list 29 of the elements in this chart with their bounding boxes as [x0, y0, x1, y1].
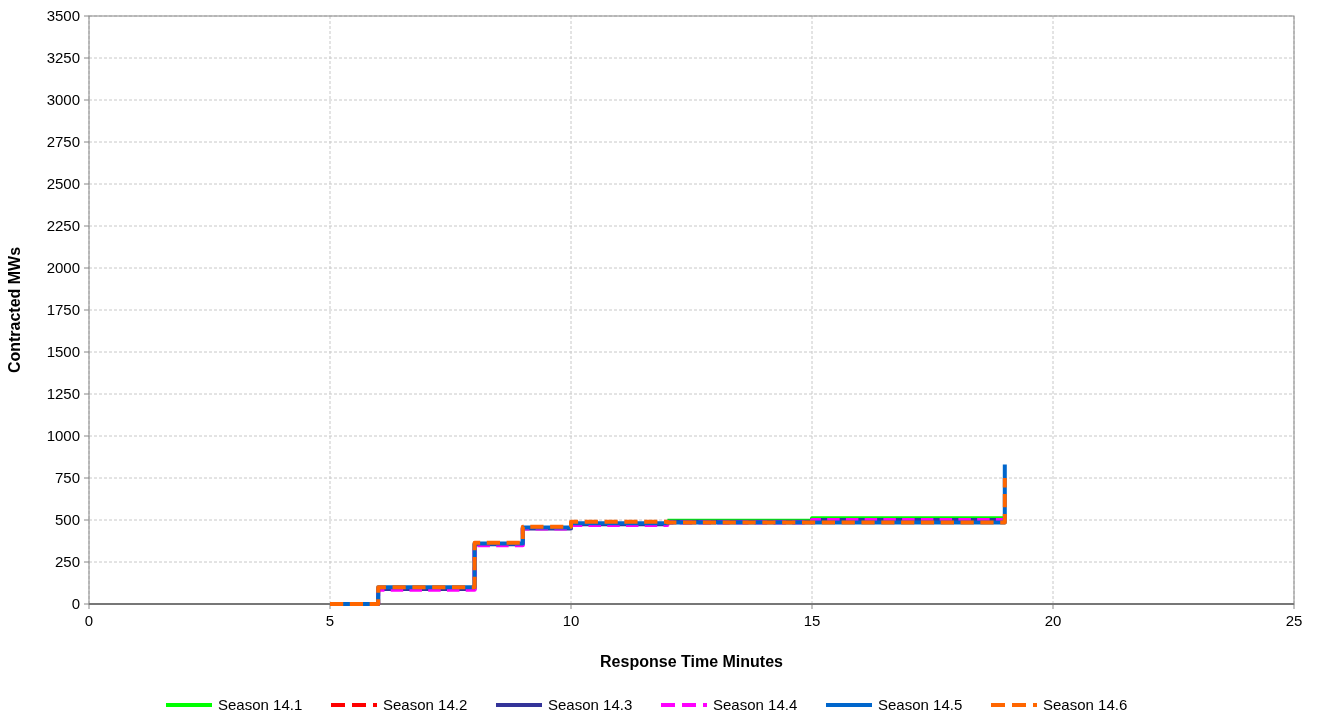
y-tick-label: 1500 — [46, 343, 80, 360]
y-tick-label: 1750 — [46, 301, 80, 318]
y-tick-label: 2750 — [46, 133, 80, 150]
y-tick-label: 1000 — [46, 427, 80, 444]
legend-label: Season 14.5 — [878, 696, 963, 713]
legend-label: Season 14.3 — [548, 696, 633, 713]
x-tick-label: 10 — [562, 612, 580, 629]
y-tick-label: 500 — [54, 511, 80, 528]
y-tick-label: 3000 — [46, 91, 80, 108]
y-axis-title: Contracted MWs — [6, 246, 23, 374]
x-tick-label: 5 — [325, 612, 335, 629]
y-tick-label: 250 — [54, 553, 80, 570]
legend-label: Season 14.4 — [713, 696, 798, 713]
y-tick-label: 750 — [54, 469, 80, 486]
x-tick-label: 25 — [1285, 612, 1303, 629]
y-tick-label: 2500 — [46, 175, 80, 192]
y-tick-label: 2250 — [46, 217, 80, 234]
legend-label: Season 14.1 — [218, 696, 303, 713]
y-tick-label: 1250 — [46, 385, 80, 402]
y-tick-label: 0 — [71, 595, 80, 612]
y-tick-label: 3250 — [46, 49, 80, 66]
legend-label: Season 14.6 — [1043, 696, 1128, 713]
x-tick-label: 20 — [1044, 612, 1062, 629]
x-tick-label: 15 — [803, 612, 821, 629]
y-tick-label: 3500 — [46, 7, 80, 24]
legend-label: Season 14.2 — [383, 696, 468, 713]
x-tick-label: 0 — [84, 612, 94, 629]
x-axis-title: Response Time Minutes — [600, 653, 784, 670]
y-tick-label: 2000 — [46, 259, 80, 276]
